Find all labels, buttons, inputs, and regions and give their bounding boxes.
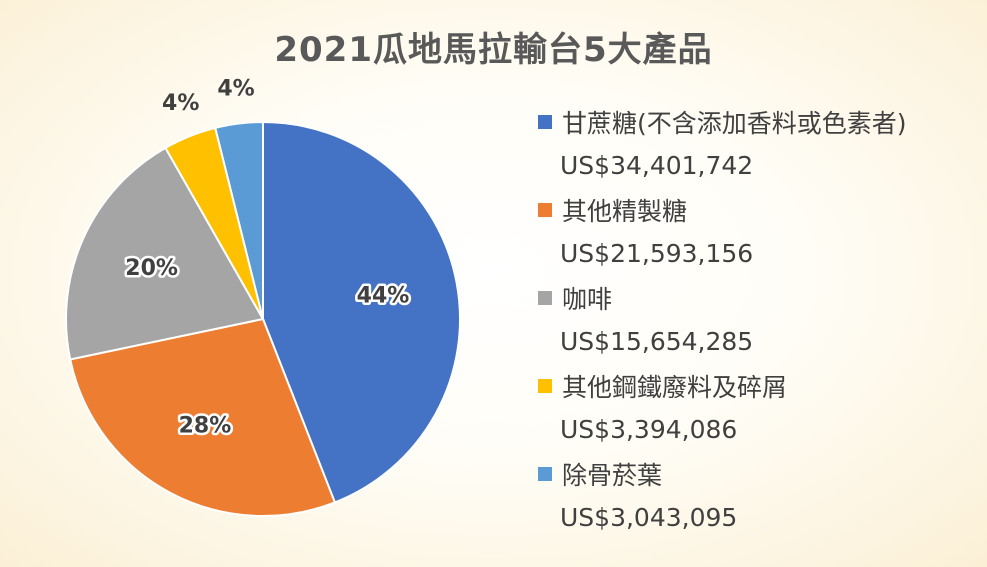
legend-label: 咖啡	[562, 285, 613, 314]
legend-item: 其他精製糖 US$21,593,156	[538, 188, 978, 276]
legend-value: US$15,654,285	[560, 327, 754, 356]
legend-label: 其他鋼鐵廢料及碎屑	[562, 373, 788, 402]
legend-value: US$34,401,742	[560, 151, 754, 180]
pie-data-label: 20%	[125, 256, 178, 281]
legend-row: 其他鋼鐵廢料及碎屑	[538, 364, 978, 408]
pie-data-label: 4%	[217, 77, 254, 102]
legend-item: 甘蔗糖(不含添加香料或色素者) US$34,401,742	[538, 100, 978, 188]
legend-value: US$3,394,086	[560, 415, 738, 444]
legend-swatch	[538, 291, 552, 305]
legend-value: US$21,593,156	[560, 239, 754, 268]
pie-slice	[65, 146, 265, 361]
legend-item: 除骨菸葉 US$3,043,095	[538, 452, 978, 540]
legend-label: 甘蔗糖(不含添加香料或色素者)	[562, 109, 907, 138]
legend: 甘蔗糖(不含添加香料或色素者) US$34,401,742 其他精製糖 US$21,5…	[538, 100, 978, 540]
pie-slice	[262, 120, 461, 504]
legend-row: 其他精製糖	[538, 188, 978, 232]
legend-swatch	[538, 467, 552, 481]
legend-row: 除骨菸葉	[538, 452, 978, 496]
legend-item: 其他鋼鐵廢料及碎屑 US$3,394,086	[538, 364, 978, 452]
pie-slice	[69, 317, 337, 517]
legend-item: 咖啡 US$15,654,285	[538, 276, 978, 364]
legend-value: US$3,043,095	[560, 503, 738, 532]
chart-title: 2021瓜地馬拉輸台5大產品	[274, 30, 713, 70]
legend-swatch	[538, 115, 552, 129]
legend-swatch	[538, 379, 552, 393]
legend-label: 其他精製糖	[562, 197, 688, 226]
pie-data-label: 4%	[162, 91, 199, 116]
pie-data-label: 28%	[179, 413, 232, 438]
legend-row: 甘蔗糖(不含添加香料或色素者)	[538, 100, 978, 144]
legend-swatch	[538, 203, 552, 217]
pie-data-label: 44%	[357, 283, 410, 308]
legend-row: 咖啡	[538, 276, 978, 320]
legend-label: 除骨菸葉	[562, 461, 663, 490]
pie-slice	[214, 120, 264, 320]
